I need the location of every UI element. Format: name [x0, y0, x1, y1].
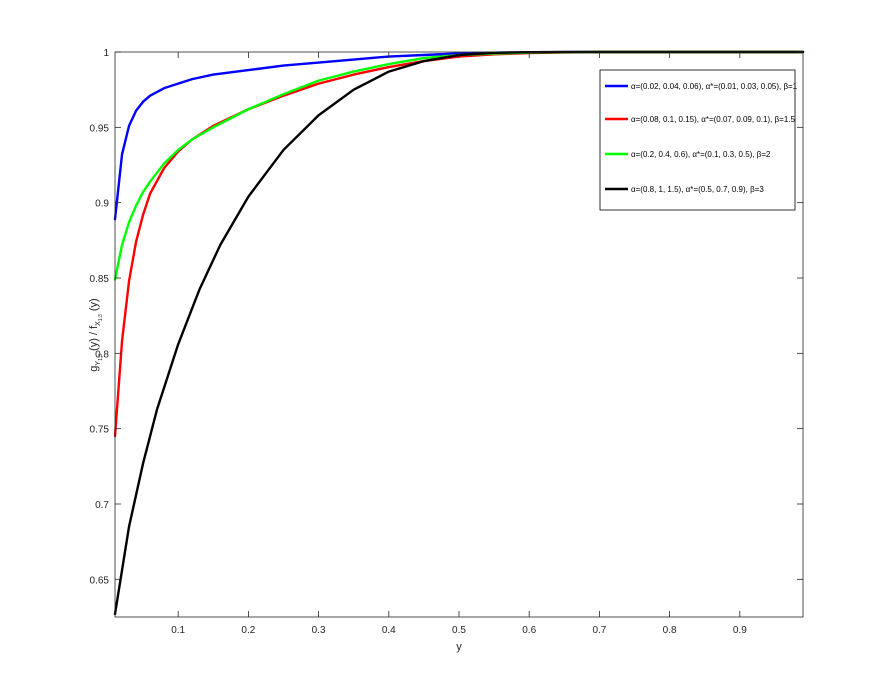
svg-text:gY1:3 (y) / fX1:3 (y): gY1:3 (y) / fX1:3 (y) [88, 298, 104, 371]
x-tick-label: 0.4 [382, 625, 396, 636]
x-tick-label: 0.9 [733, 625, 747, 636]
x-tick-label: 0.3 [312, 625, 326, 636]
legend-label-2: α=(0.08, 0.1, 0.15), α*=(0.07, 0.09, 0.1… [631, 115, 796, 124]
ticks-layer: 0.1 0.2 0.3 0.4 0.5 0.6 0.7 0.8 0.9 0.65 0.7 0.75 0.… [90, 48, 803, 636]
y-tick-label: 0.75 [90, 425, 110, 436]
x-tick-label: 0.8 [663, 625, 677, 636]
x-tick-label: 0.6 [522, 625, 536, 636]
y-tick-label: 0.7 [95, 500, 109, 511]
y-axis-label: gY1:3 (y) / fX1:3 (y) [88, 298, 104, 371]
y-tick-label: 0.65 [90, 575, 110, 586]
x-tick-label: 0.1 [171, 625, 185, 636]
legend-label-3: α=(0.2, 0.4, 0.6), α*=(0.1, 0.3, 0.5), β… [631, 150, 771, 159]
legend: α=(0.02, 0.04, 0.06), α*=(0.01, 0.03, 0.… [599, 69, 798, 211]
legend-box [599, 69, 796, 211]
x-tick-label: 0.2 [241, 625, 255, 636]
y-tick-label: 0.9 [95, 199, 109, 210]
y-tick-label: 0.8 [95, 349, 109, 360]
y-tick-label: 0.85 [90, 274, 110, 285]
legend-label-4: α=(0.8, 1, 1.5), α*=(0.5, 0.7, 0.9), β=3 [631, 185, 764, 194]
y-tick-label: 0.95 [90, 123, 110, 134]
x-axis-label: y [456, 641, 462, 653]
y-tick-label: 1 [103, 48, 109, 59]
legend-label-1: α=(0.02, 0.04, 0.06), α*=(0.01, 0.03, 0.… [631, 82, 798, 91]
x-tick-label: 0.5 [452, 625, 466, 636]
x-tick-label: 0.7 [592, 625, 606, 636]
